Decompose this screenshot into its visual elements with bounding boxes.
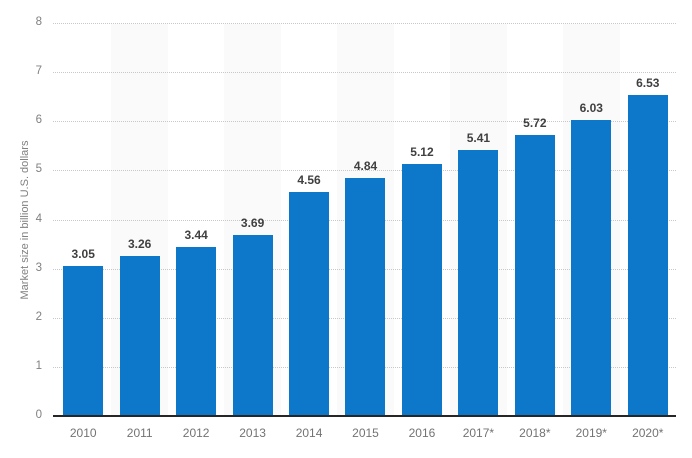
gridline [53, 72, 676, 74]
bar [401, 164, 442, 416]
bar-column: 6.03 [563, 23, 619, 416]
bar-value-label: 6.53 [636, 76, 660, 91]
x-tick-label: 2018* [519, 426, 551, 440]
bar [119, 255, 160, 416]
gridline [53, 170, 676, 172]
bar [627, 95, 668, 416]
plot-area: 3.05 3.26 3.44 3.69 4.56 4.84 5.12 5.41 5.72 6.03… [53, 23, 676, 416]
y-tick-label: 3 [35, 261, 42, 274]
gridline [53, 23, 676, 24]
bar-column: 3.26 [111, 23, 167, 416]
bar [176, 247, 217, 416]
x-tick-label: 2013 [239, 426, 266, 440]
bar-value-label: 3.69 [240, 215, 265, 230]
bar [345, 178, 386, 416]
x-tick-label: 2015 [352, 426, 379, 440]
bar-value-label: 3.26 [128, 236, 152, 251]
x-tick-label: 2010 [69, 426, 97, 440]
bar-column: 5.72 [507, 23, 563, 416]
x-tick-label: 2011 [126, 426, 153, 440]
bar-value-label: 6.03 [579, 100, 603, 115]
bar-value-label: 5.72 [523, 116, 547, 131]
bar [458, 150, 499, 416]
bar-value-label: 3.44 [184, 228, 208, 243]
bar [232, 234, 273, 416]
x-tick-label: 2019* [575, 426, 607, 440]
bar-column: 5.12 [394, 23, 450, 416]
y-tick-label: 5 [35, 163, 42, 176]
bar-column: 4.84 [337, 23, 393, 416]
x-tick-label: 2017* [462, 426, 495, 440]
bar-column: 4.56 [281, 23, 337, 416]
bar-column: 6.53 [620, 23, 676, 416]
x-tick-label: 2012 [182, 426, 210, 440]
bar [289, 192, 330, 416]
y-tick-label: 6 [35, 114, 42, 127]
bar [571, 119, 612, 416]
x-tick-label: 2020* [632, 426, 664, 440]
bar-value-label: 3.05 [71, 247, 95, 262]
bar-value-label: 4.56 [297, 173, 321, 187]
x-tick-label: 2016 [408, 426, 436, 440]
y-tick-label: 8 [35, 16, 42, 28]
y-tick-label: 4 [35, 212, 42, 225]
bar-column: 3.44 [168, 23, 224, 416]
x-axis-line [53, 415, 676, 417]
bar [63, 266, 104, 416]
y-tick-label: 1 [35, 359, 42, 372]
bar-column: 3.05 [55, 23, 111, 416]
y-tick-label: 0 [35, 409, 42, 421]
bar-value-label: 5.41 [466, 131, 491, 146]
bar-column: 5.41 [450, 23, 506, 416]
bar-value-label: 4.84 [353, 159, 378, 174]
gridline [53, 121, 676, 123]
bar [514, 135, 555, 416]
y-tick-label: 7 [35, 65, 42, 78]
y-tick-label: 2 [35, 310, 42, 323]
x-tick-label: 2014 [295, 426, 323, 440]
bar-column: 3.69 [224, 23, 280, 416]
bar-value-label: 5.12 [410, 145, 434, 160]
